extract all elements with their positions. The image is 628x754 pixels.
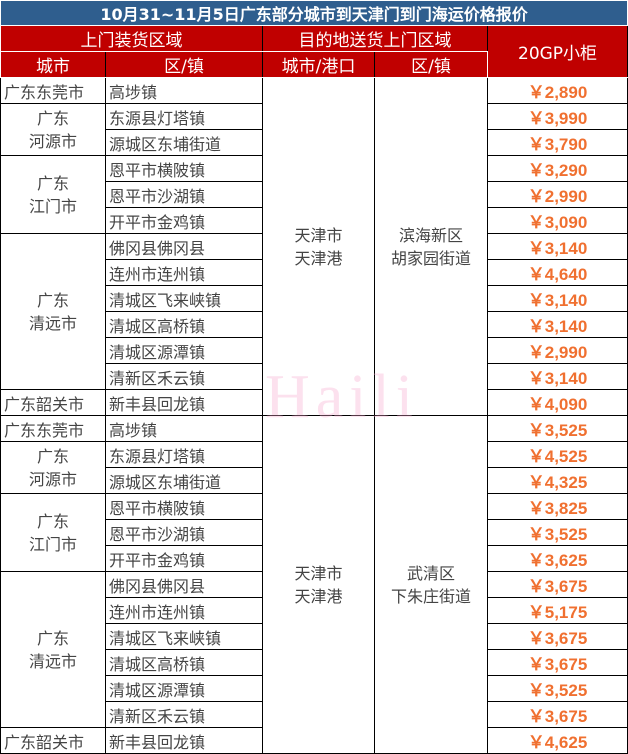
origin-district: 高埗镇 [105,415,263,442]
origin-city: 广东 河源市 [0,103,106,156]
table-row: 清城区高桥镇 ￥3,140 [1,311,628,338]
price-20gp: ￥3,825 [486,493,628,520]
origin-district: 恩平市沙湖镇 [105,181,263,208]
table-row: 恩平市沙湖镇 ￥2,990 [1,181,628,208]
origin-district: 清城区飞来峡镇 [105,623,263,650]
price-20gp: ￥5,175 [486,597,628,624]
origin-district: 清城区飞来峡镇 [105,285,263,312]
dest-district: 滨海新区 胡家园街道 [374,77,488,416]
table-row: 广东韶关市 新丰县回龙镇 ￥4,090 [0,389,628,416]
origin-district: 清新区禾云镇 [105,363,263,390]
table-row: 清新区禾云镇 ￥3,140 [1,363,628,390]
price-20gp: ￥3,625 [486,545,628,572]
price-20gp: ￥4,090 [486,389,628,416]
table-row: 广东 清远市 佛冈县佛冈县 ￥3,140 [0,233,628,390]
price-20gp: ￥2,890 [486,77,628,104]
price-20gp: ￥3,525 [486,675,628,702]
table-row: 广东东莞市 高埗镇 天津市 天津港 武清区 下朱庄街道 ￥3,525 [0,415,628,754]
price-20gp: ￥2,990 [486,337,628,364]
origin-district: 佛冈县佛冈县 [105,571,263,598]
origin-district: 恩平市横陂镇 [105,155,263,182]
dest-district-header: 区/镇 [374,51,488,78]
origin-city: 广东 清远市 [0,233,106,390]
origin-city: 广东 江门市 [0,493,106,572]
price-20gp: ￥3,675 [486,649,628,676]
table-row: 连州市连州镇 ￥5,175 [1,597,628,624]
table-row: 广东东莞市 高埗镇 天津市 天津港 滨海新区 胡家园街道 ￥2,890 [0,77,628,416]
origin-district: 新丰县回龙镇 [105,727,263,754]
price-20gp: ￥4,640 [486,259,628,286]
origin-district: 佛冈县佛冈县 [105,233,263,260]
origin-district: 清城区源潭镇 [105,675,263,702]
table-row: 清城区高桥镇 ￥3,675 [1,649,628,676]
pickup-area-header: 上门装货区域 [0,25,263,52]
table-row: 恩平市沙湖镇 ￥3,525 [1,519,628,546]
origin-city: 广东 清远市 [0,571,106,728]
origin-district: 连州市连州镇 [105,597,263,624]
origin-district: 源城区东埔街道 [105,129,263,156]
table-row: 开平市金鸡镇 ￥3,625 [1,545,628,572]
origin-district: 开平市金鸡镇 [105,207,263,234]
price-20gp: ￥3,990 [486,103,628,130]
dest-city-port: 天津市 天津港 [262,77,375,416]
origin-district: 源城区东埔街道 [105,467,263,494]
price-20gp: ￥2,990 [486,181,628,208]
dest-city-port: 天津市 天津港 [262,415,375,754]
price-20gp: ￥4,625 [486,727,628,754]
price-20gp: ￥3,675 [486,623,628,650]
table-title: 10月31~11月5日广东部分城市到天津门到门海运价格报价 [0,0,628,26]
price-header: 20GP小柜 [486,25,628,78]
city-port-header: 城市/港口 [262,51,375,78]
price-20gp: ￥3,090 [486,207,628,234]
price-20gp: ￥4,525 [486,441,628,468]
dest-district: 武清区 下朱庄街道 [374,415,488,754]
price-20gp: ￥3,525 [486,415,628,442]
price-20gp: ￥3,140 [486,311,628,338]
price-20gp: ￥3,675 [486,571,628,598]
origin-district: 高埗镇 [105,77,263,104]
price-20gp: ￥3,140 [486,285,628,312]
table-row: 源城区东埔街道 ￥3,790 [1,129,628,156]
origin-city: 广东东莞市 [0,415,106,442]
origin-district: 开平市金鸡镇 [105,545,263,572]
price-20gp: ￥3,790 [486,129,628,156]
origin-district: 清城区高桥镇 [105,311,263,338]
origin-city: 广东 江门市 [0,155,106,234]
origin-district: 东源县灯塔镇 [105,103,263,130]
price-20gp: ￥3,140 [486,363,628,390]
table-row: 广东 清远市 佛冈县佛冈县 ￥3,675 [0,571,628,728]
origin-city: 广东东莞市 [0,77,106,104]
origin-district: 新丰县回龙镇 [105,389,263,416]
origin-city: 广东韶关市 [0,389,106,416]
table-row: 清城区飞来峡镇 ￥3,140 [1,285,628,312]
origin-city: 广东韶关市 [0,727,106,754]
district-header: 区/镇 [105,51,263,78]
city-header: 城市 [0,51,106,78]
price-20gp: ￥3,140 [486,233,628,260]
price-20gp: ￥3,525 [486,519,628,546]
origin-district: 连州市连州镇 [105,259,263,286]
origin-district: 恩平市横陂镇 [105,493,263,520]
origin-district: 清新区禾云镇 [105,701,263,728]
price-20gp: ￥4,325 [486,467,628,494]
price-20gp: ￥3,675 [486,701,628,728]
table-row: 广东 河源市 东源县灯塔镇 ￥3,990 [0,103,628,156]
origin-district: 恩平市沙湖镇 [105,519,263,546]
origin-city: 广东 河源市 [0,441,106,494]
origin-district: 清城区源潭镇 [105,337,263,364]
table-row: 广东 江门市 恩平市横陂镇 ￥3,290 [0,155,628,234]
dest-area-header: 目的地送货上门区域 [262,25,488,52]
price-20gp: ￥3,290 [486,155,628,182]
origin-district: 清城区高桥镇 [105,649,263,676]
table-row: 连州市连州镇 ￥4,640 [1,259,628,286]
origin-district: 东源县灯塔镇 [105,441,263,468]
